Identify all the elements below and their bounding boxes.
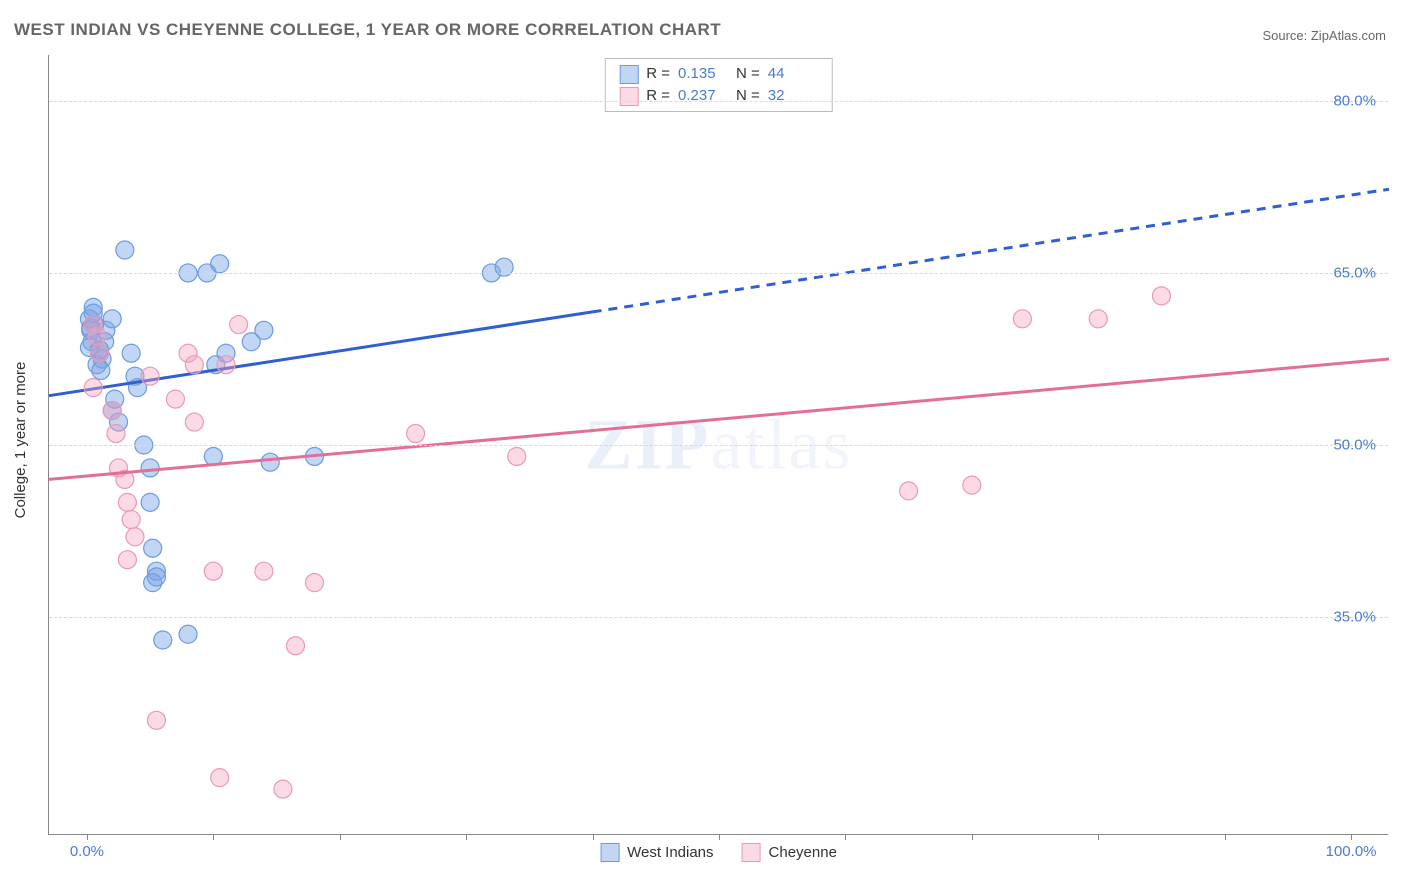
scatter-point bbox=[255, 321, 273, 339]
legend-item: Cheyenne bbox=[742, 843, 837, 862]
scatter-point bbox=[255, 562, 273, 580]
scatter-point bbox=[154, 631, 172, 649]
x-tick-mark bbox=[466, 834, 467, 840]
x-tick-mark bbox=[719, 834, 720, 840]
y-tick-label: 35.0% bbox=[1333, 609, 1376, 626]
scatter-point bbox=[116, 241, 134, 259]
bottom-legend: West Indians Cheyenne bbox=[600, 843, 837, 862]
scatter-point bbox=[103, 402, 121, 420]
x-tick-label: 100.0% bbox=[1326, 843, 1377, 860]
x-tick-label: 0.0% bbox=[70, 843, 104, 860]
scatter-point bbox=[144, 539, 162, 557]
scatter-point bbox=[166, 390, 184, 408]
x-tick-mark bbox=[87, 834, 88, 840]
scatter-point bbox=[1152, 287, 1170, 305]
chart-title: WEST INDIAN VS CHEYENNE COLLEGE, 1 YEAR … bbox=[14, 20, 721, 40]
scatter-point bbox=[900, 482, 918, 500]
scatter-point bbox=[92, 361, 110, 379]
scatter-point bbox=[305, 574, 323, 592]
scatter-point bbox=[211, 255, 229, 273]
x-tick-mark bbox=[1351, 834, 1352, 840]
scatter-point bbox=[122, 511, 140, 529]
legend-label: West Indians bbox=[627, 844, 713, 861]
scatter-point bbox=[274, 780, 292, 798]
scatter-point bbox=[103, 310, 121, 328]
legend-swatch bbox=[600, 843, 619, 862]
y-axis-label: College, 1 year or more bbox=[12, 362, 29, 519]
scatter-point bbox=[107, 425, 125, 443]
legend-swatch bbox=[742, 843, 761, 862]
scatter-point bbox=[211, 769, 229, 787]
x-tick-mark bbox=[845, 834, 846, 840]
scatter-point bbox=[407, 425, 425, 443]
scatter-point bbox=[84, 379, 102, 397]
scatter-point bbox=[185, 413, 203, 431]
y-tick-label: 80.0% bbox=[1333, 92, 1376, 109]
scatter-point bbox=[122, 344, 140, 362]
y-tick-label: 50.0% bbox=[1333, 437, 1376, 454]
scatter-point bbox=[185, 356, 203, 374]
chart-container: WEST INDIAN VS CHEYENNE COLLEGE, 1 YEAR … bbox=[0, 0, 1406, 892]
scatter-point bbox=[118, 493, 136, 511]
scatter-point bbox=[508, 447, 526, 465]
scatter-point bbox=[88, 327, 106, 345]
scatter-point bbox=[118, 551, 136, 569]
x-tick-mark bbox=[213, 834, 214, 840]
scatter-point bbox=[287, 637, 305, 655]
scatter-point bbox=[141, 459, 159, 477]
scatter-point bbox=[1013, 310, 1031, 328]
plot-area: ZIPatlas R =0.135N =44R =0.237N =32 West… bbox=[48, 55, 1388, 835]
regression-line bbox=[49, 359, 1389, 479]
scatter-point bbox=[230, 316, 248, 334]
x-tick-mark bbox=[1098, 834, 1099, 840]
legend-item: West Indians bbox=[600, 843, 713, 862]
source-attribution: Source: ZipAtlas.com bbox=[1262, 28, 1386, 43]
x-tick-mark bbox=[972, 834, 973, 840]
regression-line-dashed bbox=[593, 189, 1389, 312]
scatter-point bbox=[1089, 310, 1107, 328]
gridline bbox=[49, 273, 1388, 274]
scatter-point bbox=[963, 476, 981, 494]
scatter-point bbox=[91, 344, 109, 362]
scatter-point bbox=[147, 568, 165, 586]
gridline bbox=[49, 617, 1388, 618]
x-tick-mark bbox=[1225, 834, 1226, 840]
scatter-point bbox=[126, 528, 144, 546]
gridline bbox=[49, 445, 1388, 446]
scatter-point bbox=[147, 711, 165, 729]
x-tick-mark bbox=[593, 834, 594, 840]
y-tick-label: 65.0% bbox=[1333, 264, 1376, 281]
gridline bbox=[49, 101, 1388, 102]
scatter-point bbox=[141, 367, 159, 385]
x-tick-mark bbox=[340, 834, 341, 840]
scatter-point bbox=[261, 453, 279, 471]
scatter-point bbox=[217, 356, 235, 374]
legend-label: Cheyenne bbox=[769, 844, 837, 861]
scatter-point bbox=[204, 562, 222, 580]
scatter-point bbox=[179, 625, 197, 643]
scatter-point bbox=[141, 493, 159, 511]
